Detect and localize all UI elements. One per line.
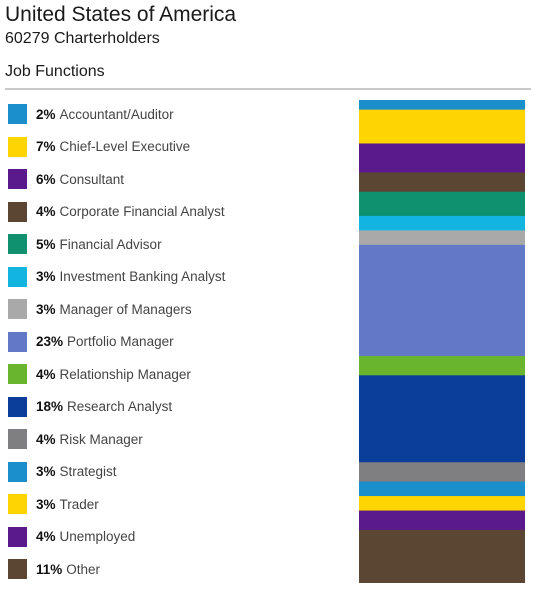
legend-swatch xyxy=(8,364,27,385)
bar-segment xyxy=(359,496,525,512)
legend-percent: 4% xyxy=(36,529,56,545)
bar-segment xyxy=(359,230,525,246)
legend-percent: 5% xyxy=(36,236,56,252)
divider xyxy=(5,88,531,90)
legend-label: Financial Advisor xyxy=(59,236,162,252)
legend-percent: 3% xyxy=(36,269,56,285)
legend-swatch xyxy=(8,396,27,417)
legend-percent: 4% xyxy=(36,204,56,220)
legend-percent: 2% xyxy=(36,106,56,122)
legend-item: 3% Manager of Managers xyxy=(8,293,338,326)
legend-percent: 3% xyxy=(36,301,56,317)
charterholder-count: 60279 Charterholders xyxy=(5,30,160,47)
chart-legend: 2% Accountant/Auditor 7% Chief-Level Execut… xyxy=(8,98,338,586)
legend-percent: 18% xyxy=(36,399,64,415)
legend-swatch xyxy=(8,234,27,255)
legend-swatch xyxy=(8,494,27,515)
legend-item: 4% Corporate Financial Analyst xyxy=(8,196,338,229)
legend-item: 3% Strategist xyxy=(8,456,338,489)
legend-item: 5% Financial Advisor xyxy=(8,228,338,261)
legend-item: 18% Research Analyst xyxy=(8,391,338,424)
bar-segment xyxy=(359,172,525,193)
bar-segment xyxy=(359,191,525,217)
legend-item: 4% Unemployed xyxy=(8,521,338,554)
legend-swatch xyxy=(8,299,27,320)
legend-percent: 3% xyxy=(36,496,56,512)
legend-label: Consultant xyxy=(59,171,125,187)
legend-item: 6% Consultant xyxy=(8,163,338,196)
legend-item: 7% Chief-Level Executive xyxy=(8,131,338,164)
legend-label: Trader xyxy=(59,496,99,512)
section-title: Job Functions xyxy=(5,63,105,80)
legend-swatch xyxy=(8,169,27,190)
bar-segment xyxy=(359,462,525,483)
legend-label: Relationship Manager xyxy=(59,366,191,382)
legend-percent: 4% xyxy=(36,431,56,447)
legend-percent: 23% xyxy=(36,334,64,350)
legend-swatch xyxy=(8,266,27,287)
legend-percent: 7% xyxy=(36,139,56,155)
bar-segment xyxy=(359,244,525,357)
bar-segment xyxy=(359,510,525,531)
bar-segment xyxy=(359,529,525,583)
bar-segment xyxy=(359,375,525,463)
legend-label: Strategist xyxy=(59,464,117,480)
legend-item: 2% Accountant/Auditor xyxy=(8,98,338,131)
legend-label: Unemployed xyxy=(59,529,136,545)
legend-item: 3% Trader xyxy=(8,488,338,521)
bar-segment xyxy=(359,100,525,111)
legend-label: Risk Manager xyxy=(59,431,143,447)
legend-item: 4% Risk Manager xyxy=(8,423,338,456)
legend-percent: 4% xyxy=(36,366,56,382)
legend-label: Research Analyst xyxy=(67,399,173,415)
legend-swatch xyxy=(8,526,27,547)
bar-segment xyxy=(359,143,525,174)
stacked-bar-chart xyxy=(359,100,525,583)
header: United States of America 60279 Charterho… xyxy=(5,2,531,50)
legend-label: Portfolio Manager xyxy=(67,334,174,350)
bar-segment xyxy=(359,215,525,232)
legend-percent: 3% xyxy=(36,464,56,480)
legend-label: Investment Banking Analyst xyxy=(59,269,226,285)
legend-swatch xyxy=(8,201,27,222)
legend-swatch xyxy=(8,429,27,450)
legend-label: Manager of Managers xyxy=(59,301,192,317)
legend-label: Other xyxy=(66,561,101,577)
legend-label: Chief-Level Executive xyxy=(59,139,191,155)
legend-swatch xyxy=(8,104,27,125)
bar-segment xyxy=(359,355,525,376)
legend-percent: 6% xyxy=(36,171,56,187)
legend-label: Accountant/Auditor xyxy=(59,106,174,122)
legend-item: 11% Other xyxy=(8,553,338,586)
legend-item: 3% Investment Banking Analyst xyxy=(8,261,338,294)
bar-segment xyxy=(359,481,525,497)
legend-percent: 11% xyxy=(36,561,63,577)
legend-item: 4% Relationship Manager xyxy=(8,358,338,391)
legend-swatch xyxy=(8,331,27,352)
page-title: United States of America xyxy=(5,3,237,26)
legend-swatch xyxy=(8,136,27,157)
legend-label: Corporate Financial Analyst xyxy=(59,204,225,220)
legend-swatch xyxy=(8,461,27,482)
legend-swatch xyxy=(8,559,27,580)
legend-item: 23% Portfolio Manager xyxy=(8,326,338,359)
bar-segment xyxy=(359,109,525,145)
